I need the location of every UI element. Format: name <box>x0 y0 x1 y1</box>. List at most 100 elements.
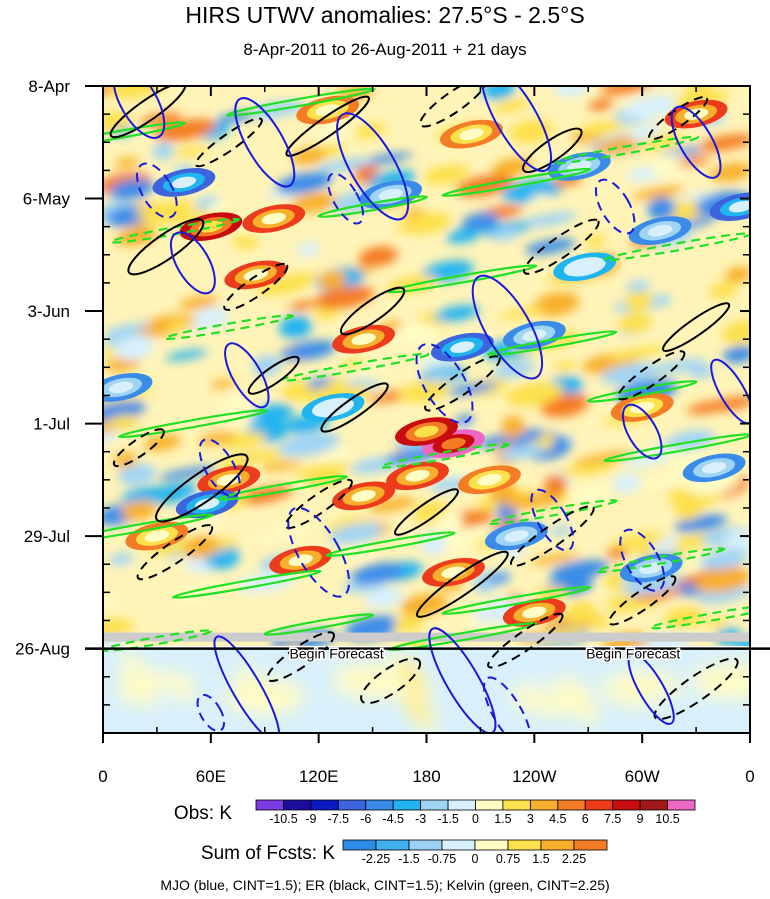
texture-blob <box>554 361 576 372</box>
anomaly-feature <box>457 465 521 495</box>
texture-blob <box>461 212 499 232</box>
fcst-feature <box>514 646 554 695</box>
anomaly-feature <box>152 168 216 197</box>
x-tick-label: 0 <box>98 767 107 786</box>
colorbar-tick-label: -1.5 <box>437 812 459 826</box>
anomaly-feature <box>430 332 494 362</box>
anomaly-level <box>351 490 376 502</box>
anomaly-feature <box>553 252 617 282</box>
anomaly-level <box>351 333 376 345</box>
texture-blob <box>506 381 564 407</box>
texture-blob <box>108 552 134 566</box>
er-contour <box>662 302 731 352</box>
x-tick-label: 60W <box>625 767 660 786</box>
texture-blob <box>292 463 351 478</box>
texture-blob <box>446 228 481 244</box>
texture-blob <box>518 212 577 228</box>
anomaly-feature <box>242 204 306 233</box>
anomaly-feature <box>502 598 566 627</box>
mjo-contour <box>670 105 722 179</box>
texture-blob <box>425 371 458 382</box>
fcst-feature <box>236 663 276 715</box>
texture-blob <box>317 270 347 290</box>
colorbar-tick-label: 0 <box>472 852 479 866</box>
fcst-blob <box>332 662 413 699</box>
er-contour <box>194 117 263 168</box>
x-tick-label: 60E <box>196 767 226 786</box>
texture-blob <box>399 380 450 403</box>
texture-blob <box>107 415 137 428</box>
colorbar-tick-label: -1.5 <box>398 852 420 866</box>
colorbar-swatch <box>447 799 476 811</box>
texture-blob <box>721 320 750 345</box>
texture-blob <box>118 463 156 486</box>
texture-blob <box>321 447 353 461</box>
y-tick-label: 6-May <box>23 190 71 209</box>
anomaly-level <box>261 212 286 225</box>
texture-blob <box>198 432 237 445</box>
texture-blob <box>686 400 734 415</box>
anomaly-feature <box>269 545 333 575</box>
texture-blob <box>171 146 210 158</box>
anomaly-level <box>441 437 466 450</box>
er-contour <box>247 355 300 395</box>
er-contour <box>522 218 600 275</box>
er-contour <box>424 355 501 412</box>
anomaly-level <box>459 128 484 140</box>
anomaly-level <box>108 381 134 394</box>
texture-blob <box>490 227 522 241</box>
texture-blob <box>698 548 749 570</box>
colorbar-title: Obs: K <box>174 803 232 824</box>
er-contour <box>155 453 249 523</box>
mjo-contour <box>483 676 532 733</box>
kelvin-contour <box>103 513 214 543</box>
mjo-contour <box>224 342 270 409</box>
texture-blob <box>676 156 711 167</box>
mjo-contour <box>710 358 750 425</box>
mjo-contour <box>480 86 553 173</box>
anomaly-level <box>288 554 313 566</box>
texture-blob <box>694 569 750 593</box>
texture-blob <box>498 444 545 461</box>
texture-blob <box>486 573 511 584</box>
anomaly-level <box>522 606 547 619</box>
anomaly-feature <box>484 521 548 551</box>
anomaly-feature <box>547 152 611 181</box>
colorbar-tick-label: -4.5 <box>382 812 404 826</box>
y-tick-label: 8-Apr <box>28 77 70 96</box>
kelvin-contour <box>586 380 698 403</box>
forecast-label: Begin Forecast <box>290 646 384 662</box>
texture-blob <box>608 346 666 361</box>
texture-blob <box>626 280 650 293</box>
anomaly-feature <box>682 453 746 483</box>
anomaly-level <box>378 188 403 201</box>
anomaly-level <box>647 224 673 237</box>
texture-blob <box>647 197 676 221</box>
er-contour <box>320 382 389 433</box>
kelvin-contour <box>103 121 187 148</box>
texture-blob <box>105 322 152 334</box>
colorbar-swatch <box>540 839 575 851</box>
fcst-level <box>245 675 267 703</box>
mjo-contour <box>112 86 166 139</box>
colorbar-swatch <box>310 799 339 811</box>
colorbar-tick-label: 4.5 <box>549 812 566 826</box>
texture-blob <box>559 461 617 477</box>
texture-blob <box>288 300 317 311</box>
er-contour <box>339 286 406 336</box>
anomaly-level <box>320 401 346 414</box>
y-axis: 8-Apr 6-May 3-Jun 1-Jul 29-Jul 26-Aug <box>15 77 750 706</box>
x-tick-label: 120W <box>512 767 556 786</box>
colorbar-tick-label: 1.5 <box>494 812 511 826</box>
colorbar-tick-label: -9 <box>305 812 316 826</box>
fcst-colorbar: Sum of Fcsts: K -2.25 -1.5 -0.75 0 0.75 1.5 2.2… <box>201 839 608 866</box>
chart-title: HIRS UTWV anomalies: 27.5°S - 2.5°S <box>185 2 585 28</box>
texture-blob <box>423 164 470 185</box>
fcst-feature <box>398 683 437 733</box>
fcst-level <box>128 663 150 691</box>
kelvin-contour <box>325 531 456 558</box>
texture-blob <box>247 449 289 463</box>
mjo-contour <box>530 488 575 552</box>
mjo-contour <box>198 438 241 498</box>
